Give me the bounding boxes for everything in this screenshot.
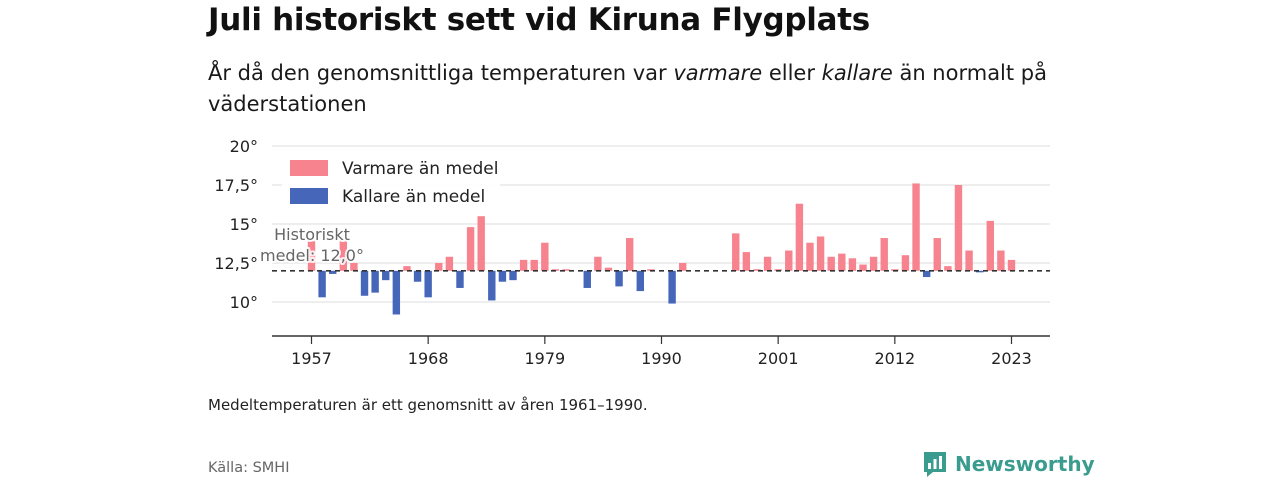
subtitle-warm-word: varmare (673, 61, 763, 85)
bar-1991 (668, 270, 676, 304)
bar-2009 (859, 264, 867, 271)
bar-1986 (615, 270, 623, 287)
mean-label: medel: 12,0° (260, 246, 364, 265)
bar-1997 (732, 233, 740, 271)
bar-1983 (583, 270, 591, 288)
bar-1998 (742, 252, 751, 271)
bar-2000 (763, 256, 772, 271)
bar-2004 (806, 242, 814, 271)
bar-1978 (530, 259, 538, 271)
bar-2022 (997, 250, 1005, 271)
bar-1968 (424, 270, 432, 298)
mean-label-halo: Historiskt (274, 225, 350, 244)
bar-1988 (636, 270, 644, 292)
chart-title: Juli historiskt sett vid Kiruna Flygplat… (208, 2, 870, 38)
bar-1971 (456, 270, 464, 288)
subtitle-text: eller (762, 61, 822, 85)
bar-1972 (466, 227, 475, 271)
bar-2020 (975, 270, 984, 273)
bar-1957 (307, 241, 316, 271)
bar-1973 (477, 216, 485, 271)
bar-1967 (413, 270, 422, 282)
bar-2006 (827, 256, 835, 271)
bar-1981 (562, 269, 570, 271)
bar-1999 (753, 269, 761, 271)
bar-1958 (318, 270, 326, 298)
chart-subtitle: År då den genomsnittliga temperaturen va… (208, 58, 1048, 120)
y-tick-label: 12,5° (214, 254, 258, 273)
legend-swatch-warm (290, 160, 328, 176)
x-tick-label: 2023 (991, 349, 1032, 368)
legend-label-warm: Varmare än medel (342, 159, 498, 179)
x-tick-label: 1990 (641, 349, 682, 368)
mean-label-halo: medel: 12,0° (260, 246, 364, 265)
bar-2011 (880, 238, 888, 271)
bar-2002 (785, 250, 793, 271)
mean-label: Historiskt (274, 225, 350, 244)
legend-swatch-cold (290, 188, 328, 204)
bar-2007 (838, 253, 846, 271)
bar-1966 (403, 266, 411, 271)
x-tick-label: 1957 (291, 349, 332, 368)
bar-1984 (594, 256, 602, 271)
bar-1992 (679, 263, 687, 271)
y-tick-label: 10° (230, 293, 258, 312)
bar-2021 (986, 220, 994, 271)
bar-2016 (933, 238, 941, 271)
bar-1987 (625, 238, 634, 271)
bar-2005 (816, 236, 825, 271)
bar-1970 (445, 256, 454, 271)
bar-2014 (912, 183, 920, 271)
x-tick-label: 2001 (758, 349, 799, 368)
source-label: Källa: SMHI (208, 460, 290, 476)
bar-1960 (339, 241, 348, 271)
bar-1974 (488, 270, 496, 301)
bar-1976 (509, 270, 517, 281)
bar-1959 (329, 270, 337, 274)
newsworthy-icon (924, 452, 946, 477)
bar-1985 (604, 267, 613, 271)
footnote: Medeltemperaturen är ett genomsnitt av å… (208, 396, 648, 414)
bar-2015 (922, 270, 931, 278)
bar-1963 (371, 270, 379, 293)
y-tick-label: 15° (230, 215, 258, 234)
bar-1977 (519, 259, 528, 271)
bar-2008 (848, 258, 857, 271)
brand-logo: Newsworthy (922, 450, 1095, 478)
bar-2019 (965, 250, 973, 271)
subtitle-text: än normalt på väderstationen (208, 61, 1047, 116)
bar-1962 (360, 270, 369, 296)
y-tick-label: 20° (230, 137, 258, 156)
legend-label-cold: Kallare än medel (342, 187, 485, 207)
bar-1961 (350, 263, 358, 271)
brand-name: Newsworthy (955, 452, 1095, 476)
bar-2013 (901, 255, 910, 271)
bar-1975 (498, 270, 507, 282)
bar-2017 (944, 266, 952, 271)
bar-1979 (541, 242, 549, 271)
bar-2018 (954, 185, 963, 271)
bar-2003 (795, 203, 804, 271)
bar-2023 (1007, 259, 1016, 271)
subtitle-cold-word: kallare (821, 61, 893, 85)
subtitle-text: År då den genomsnittliga temperaturen va… (208, 61, 674, 85)
bar-1964 (382, 270, 390, 281)
bar-1965 (392, 270, 401, 315)
y-tick-label: 17,5° (214, 176, 258, 195)
x-tick-label: 2012 (874, 349, 915, 368)
bar-2010 (869, 256, 878, 271)
bar-1969 (435, 263, 443, 271)
x-tick-label: 1968 (408, 349, 449, 368)
x-tick-label: 1979 (524, 349, 565, 368)
